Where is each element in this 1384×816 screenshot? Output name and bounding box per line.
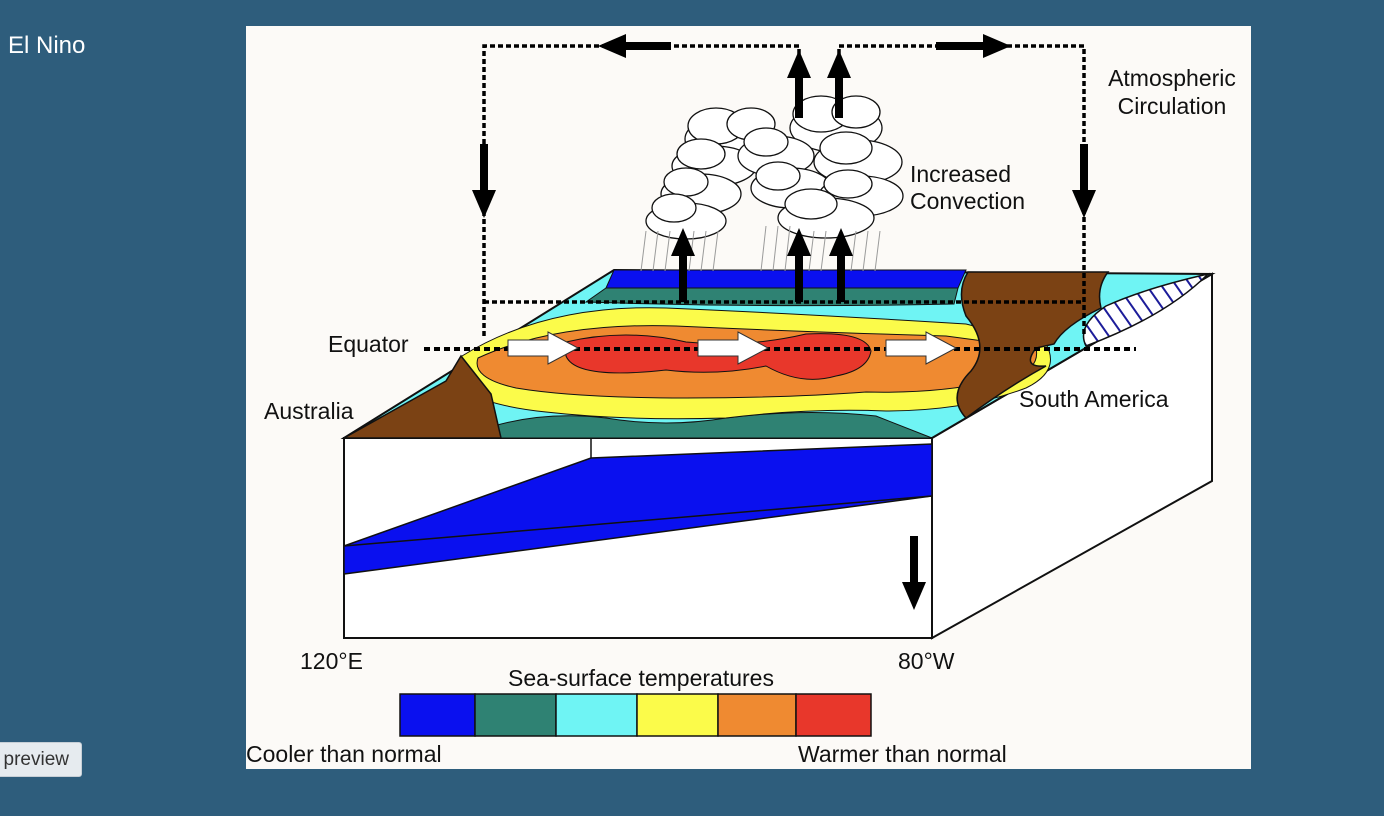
longitude-west-label: 120°E: [300, 648, 363, 674]
convection-clouds: [645, 95, 904, 240]
longitude-east-label: 80°W: [898, 648, 955, 674]
equator-label: Equator: [328, 331, 409, 357]
legend-warmer-label: Warmer than normal: [798, 741, 1007, 767]
legend-swatch-4: [636, 693, 719, 737]
legend-swatch-2: [474, 693, 557, 737]
sst-legend-bar: [399, 693, 872, 737]
south-america-land: [956, 271, 1110, 420]
convection-label-line1: Increased: [910, 161, 1011, 187]
legend-cooler-label: Cooler than normal: [246, 741, 442, 767]
ocean-current-arrows: [507, 331, 958, 365]
australia-land: [341, 354, 502, 439]
legend-title: Sea-surface temperatures: [508, 665, 774, 691]
legend-swatch-1: [399, 693, 476, 737]
legend-swatch-5: [717, 693, 797, 737]
circulation-arrows: [472, 34, 1096, 610]
atmospheric-label-line2: Circulation: [1118, 93, 1227, 119]
rain-streaks: [640, 225, 881, 272]
atmospheric-label-line1: Atmospheric: [1108, 65, 1236, 91]
convection-label-line2: Convection: [910, 188, 1025, 214]
preview-button[interactable]: preview: [0, 742, 82, 777]
legend-swatch-6: [795, 693, 872, 737]
el-nino-diagram: Atmospheric Circulation Increased Convec…: [246, 26, 1251, 769]
ocean-cross-section: [343, 437, 933, 639]
page-title: El Nino: [8, 32, 86, 59]
legend-swatch-3: [555, 693, 638, 737]
australia-label: Australia: [264, 398, 354, 424]
south-america-label: South America: [1019, 386, 1169, 412]
